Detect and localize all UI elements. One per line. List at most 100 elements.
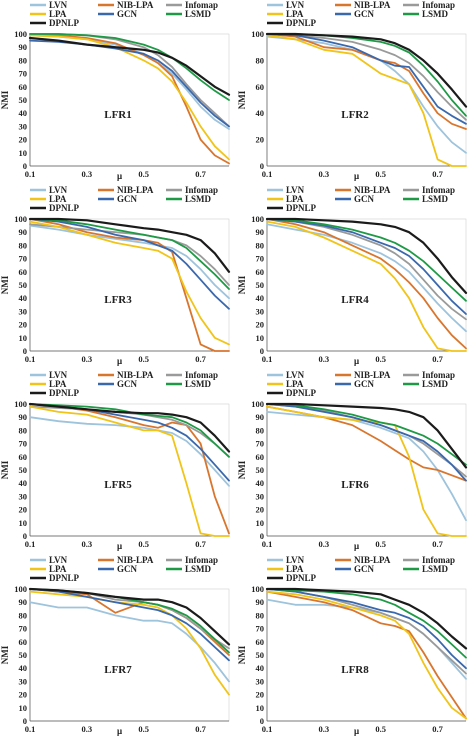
x-axis-label: μ — [354, 356, 359, 366]
y-tick-label: 70 — [19, 69, 28, 79]
y-tick-label: 20 — [256, 505, 265, 515]
x-tick-label: 0.1 — [25, 169, 36, 179]
x-tick-label: 0.3 — [82, 354, 93, 364]
chart-title: LFR8 — [341, 664, 369, 676]
series-line-gcn — [266, 403, 467, 482]
y-tick-label: 40 — [19, 108, 28, 118]
legend-label-nib-lpa: NIB-LPA — [354, 0, 391, 10]
legend-label-infomap: Infomap — [422, 0, 455, 10]
y-tick-label: 0 — [23, 346, 27, 356]
y-tick-label: 30 — [256, 306, 265, 316]
y-tick-label: 60 — [256, 637, 265, 647]
legend-label-gcn: GCN — [354, 194, 375, 204]
legend-label-infomap: Infomap — [422, 185, 455, 195]
plot-area — [29, 403, 230, 537]
x-tick-label: 0.7 — [432, 354, 443, 364]
series-line-gcn — [266, 218, 467, 315]
y-tick-label: 100 — [14, 214, 27, 224]
chart-panel-lfr5: LVN NIB-LPA Infomap LPA GCN LSMD DPNLP 0 10 20 30 4… — [0, 370, 231, 551]
series-line-dpnlp — [28, 402, 231, 453]
series-line-dpnlp — [265, 587, 468, 650]
y-tick-label: 0 — [23, 161, 27, 171]
legend-label-lsmd: LSMD — [422, 9, 449, 19]
legend-label-nib-lpa: NIB-LPA — [117, 555, 154, 565]
series-line-gcn — [266, 588, 467, 670]
y-tick-label: 0 — [260, 531, 264, 541]
legend-label-lsmd: LSMD — [185, 379, 212, 389]
series-line-lsmd — [266, 218, 467, 302]
x-axis-label: μ — [117, 726, 122, 736]
y-tick-label: 10 — [256, 518, 265, 528]
y-tick-label: 30 — [19, 491, 28, 501]
chart-title: LFR7 — [104, 664, 132, 676]
legend-label-gcn: GCN — [354, 9, 375, 19]
series-line-dpnlp — [265, 217, 468, 294]
legend-label-lsmd: LSMD — [422, 379, 449, 389]
series-line-lsmd — [266, 588, 467, 659]
legend-label-gcn: GCN — [354, 379, 375, 389]
series-line-lsmd — [29, 218, 230, 290]
y-tick-label: 70 — [256, 624, 265, 634]
y-axis-label: NMI — [0, 460, 10, 479]
series-line-lvn — [29, 601, 230, 683]
legend: LVN NIB-LPA Infomap LPA GCN LSMD DPNLP — [30, 370, 218, 398]
x-tick-label: 0.3 — [319, 354, 330, 364]
y-tick-label: 70 — [19, 254, 28, 264]
series-line-dpnlp — [265, 402, 468, 469]
y-tick-label: 100 — [14, 584, 27, 594]
y-tick-label: 30 — [256, 491, 265, 501]
x-tick-label: 0.3 — [82, 724, 93, 734]
y-tick-label: 60 — [19, 267, 28, 277]
x-axis-label: μ — [117, 356, 122, 366]
x-axis-label: μ — [354, 171, 359, 181]
legend-label-infomap: Infomap — [185, 555, 218, 565]
legend-label-lpa: LPA — [49, 564, 67, 574]
series-line-lvn — [266, 35, 467, 154]
y-tick-label: 20 — [19, 690, 28, 700]
legend-label-infomap: Infomap — [185, 370, 218, 380]
legend-label-lvn: LVN — [286, 0, 305, 10]
legend-label-lpa: LPA — [286, 564, 304, 574]
x-tick-label: 0.7 — [195, 169, 206, 179]
y-axis-label: NMI — [0, 645, 10, 664]
legend-label-dpnlp: DPNLP — [286, 18, 316, 28]
legend-label-nib-lpa: NIB-LPA — [117, 0, 154, 10]
legend-label-nib-lpa: NIB-LPA — [117, 185, 154, 195]
chart-panel-lfr7: LVN NIB-LPA Infomap LPA GCN LSMD DPNLP 0 10 20 30 4… — [0, 555, 231, 736]
legend-label-gcn: GCN — [117, 194, 138, 204]
y-tick-label: 10 — [19, 703, 28, 713]
legend: LVN NIB-LPA Infomap LPA GCN LSMD DPNLP — [30, 0, 218, 28]
y-tick-label: 50 — [19, 280, 28, 290]
y-tick-label: 40 — [256, 663, 265, 673]
y-tick-label: 50 — [19, 650, 28, 660]
x-axis-label: μ — [354, 726, 359, 736]
y-tick-label: 80 — [19, 610, 28, 620]
x-tick-label: 0.7 — [195, 539, 206, 549]
y-tick-label: 100 — [251, 584, 264, 594]
y-tick-label: 50 — [256, 650, 265, 660]
y-axis-label: NMI — [0, 90, 10, 109]
y-axis-label: NMI — [237, 90, 247, 109]
series-line-nib-lpa — [266, 590, 467, 720]
series-line-lpa — [29, 220, 230, 346]
x-tick-label: 0.3 — [82, 539, 93, 549]
y-tick-label: 50 — [256, 280, 265, 290]
legend-label-lpa: LPA — [49, 194, 67, 204]
y-axis-label: NMI — [0, 275, 10, 294]
y-tick-label: 0 — [23, 531, 27, 541]
y-tick-label: 70 — [256, 439, 265, 449]
y-tick-label: 30 — [256, 676, 265, 686]
series-line-lpa — [29, 405, 230, 537]
legend-label-dpnlp: DPNLP — [49, 203, 79, 213]
y-tick-label: 80 — [19, 240, 28, 250]
y-tick-label: 60 — [19, 452, 28, 462]
x-tick-label: 0.3 — [82, 169, 93, 179]
legend-label-gcn: GCN — [117, 564, 138, 574]
legend-label-lsmd: LSMD — [185, 194, 212, 204]
y-tick-label: 10 — [19, 148, 28, 158]
x-tick-label: 0.7 — [432, 539, 443, 549]
y-tick-label: 60 — [256, 82, 265, 92]
series-line-lpa — [266, 590, 467, 720]
series-line-lpa — [29, 34, 230, 161]
y-tick-label: 0 — [23, 716, 27, 726]
